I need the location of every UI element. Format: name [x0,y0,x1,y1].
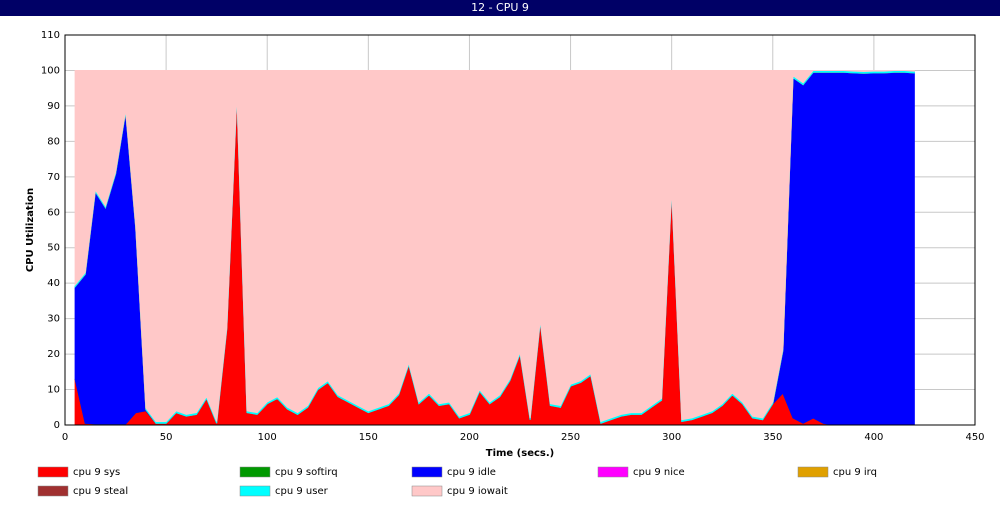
legend-label: cpu 9 user [275,486,329,497]
legend-swatch [411,485,443,497]
area [74,69,915,423]
x-tick-label: 450 [965,432,984,443]
x-tick-label: 250 [561,432,580,443]
legend-label: cpu 9 iowait [447,486,508,497]
legend-swatch [597,466,629,478]
title-bar [0,0,1000,16]
y-tick-label: 90 [47,101,60,112]
x-tick-label: 50 [160,432,173,443]
legend-swatch [797,466,829,478]
legend-label: cpu 9 steal [73,486,128,497]
legend-label: cpu 9 sys [73,467,120,478]
y-tick-label: 20 [47,349,60,360]
legend-swatch [37,466,69,478]
y-axis-label: CPU Utilization [25,188,36,272]
y-tick-label: 80 [47,136,60,147]
y-tick-label: 70 [47,172,60,183]
y-tick-label: 50 [47,243,60,254]
y-tick-label: 10 [47,385,60,396]
legend-label: cpu 9 softirq [275,467,338,478]
y-tick-label: 30 [47,314,60,325]
x-axis-label: Time (secs.) [486,448,555,459]
x-tick-label: 100 [258,432,277,443]
legend-label: cpu 9 nice [633,467,685,478]
legend-label: cpu 9 idle [447,467,496,478]
y-tick-label: 100 [41,65,60,76]
x-tick-label: 350 [763,432,782,443]
window-title: 12 - CPU 9 [471,1,529,14]
plot-border [64,34,976,426]
legend-swatch [239,466,271,478]
y-tick-label: 110 [41,30,60,41]
legend-swatch [239,485,271,497]
legend-swatch [411,466,443,478]
legend-label: cpu 9 irq [833,467,877,478]
x-tick-label: 0 [62,432,68,443]
legend-swatch [37,485,69,497]
y-tick-label: 40 [47,278,60,289]
x-tick-label: 150 [359,432,378,443]
x-tick-label: 300 [662,432,681,443]
x-tick-label: 400 [864,432,883,443]
y-tick-label: 0 [54,420,60,431]
x-tick-label: 200 [460,432,479,443]
y-tick-label: 60 [47,207,60,218]
